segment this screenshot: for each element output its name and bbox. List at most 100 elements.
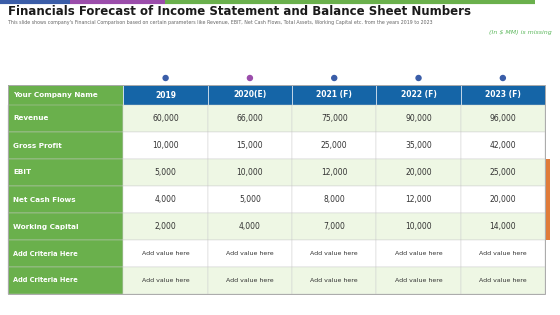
Bar <box>292 267 376 294</box>
Text: Add value here: Add value here <box>479 278 526 283</box>
Text: 66,000: 66,000 <box>236 114 263 123</box>
Bar <box>461 240 545 267</box>
Bar <box>8 85 545 294</box>
Bar <box>461 105 545 132</box>
Bar <box>292 132 376 159</box>
Text: Add value here: Add value here <box>142 278 189 283</box>
Bar <box>123 186 208 213</box>
Text: Revenue: Revenue <box>13 116 48 122</box>
Text: 90,000: 90,000 <box>405 114 432 123</box>
Bar <box>8 240 123 267</box>
Bar <box>123 85 208 105</box>
Bar <box>208 267 292 294</box>
Text: (In $ MM) is missing: (In $ MM) is missing <box>489 30 552 35</box>
Text: 2022 (F): 2022 (F) <box>400 90 436 100</box>
Bar <box>8 105 123 132</box>
Text: 2,000: 2,000 <box>155 222 176 231</box>
Bar <box>292 186 376 213</box>
Circle shape <box>332 76 337 81</box>
Text: 10,000: 10,000 <box>405 222 432 231</box>
Text: 10,000: 10,000 <box>152 141 179 150</box>
Text: 14,000: 14,000 <box>489 222 516 231</box>
Bar <box>123 105 208 132</box>
Bar <box>123 240 208 267</box>
Text: 35,000: 35,000 <box>405 141 432 150</box>
Text: Add Criteria Here: Add Criteria Here <box>13 278 78 284</box>
Bar <box>461 186 545 213</box>
Text: 2019: 2019 <box>155 90 176 100</box>
Circle shape <box>163 76 168 81</box>
Text: Net Cash Flows: Net Cash Flows <box>13 197 76 203</box>
Bar <box>8 132 123 159</box>
Text: 8,000: 8,000 <box>323 195 345 204</box>
Text: 20,000: 20,000 <box>489 195 516 204</box>
Bar <box>546 159 550 240</box>
Text: Financials Forecast of Income Statement and Balance Sheet Numbers: Financials Forecast of Income Statement … <box>8 5 471 18</box>
Bar <box>292 159 376 186</box>
Text: 42,000: 42,000 <box>489 141 516 150</box>
Circle shape <box>500 76 505 81</box>
Text: 7,000: 7,000 <box>323 222 345 231</box>
Text: Add value here: Add value here <box>310 278 358 283</box>
Bar <box>376 213 461 240</box>
Bar <box>8 267 123 294</box>
Text: 4,000: 4,000 <box>155 195 176 204</box>
Text: 5,000: 5,000 <box>239 195 261 204</box>
Text: EBIT: EBIT <box>13 169 31 175</box>
Text: Add value here: Add value here <box>226 251 274 256</box>
Bar <box>208 105 292 132</box>
Bar <box>461 85 545 105</box>
Bar <box>8 186 123 213</box>
Bar <box>208 240 292 267</box>
Text: 25,000: 25,000 <box>489 168 516 177</box>
Bar <box>461 267 545 294</box>
Circle shape <box>248 76 253 81</box>
Bar <box>376 159 461 186</box>
Text: 25,000: 25,000 <box>321 141 348 150</box>
Text: Add value here: Add value here <box>142 251 189 256</box>
Text: 2023 (F): 2023 (F) <box>485 90 521 100</box>
Bar <box>461 132 545 159</box>
Bar <box>292 105 376 132</box>
Bar <box>208 159 292 186</box>
Text: Add value here: Add value here <box>310 251 358 256</box>
Text: Gross Profit: Gross Profit <box>13 142 62 148</box>
Text: 4,000: 4,000 <box>239 222 261 231</box>
Text: Add value here: Add value here <box>226 278 274 283</box>
Text: 60,000: 60,000 <box>152 114 179 123</box>
Text: 15,000: 15,000 <box>237 141 263 150</box>
Bar <box>8 159 123 186</box>
Bar <box>208 213 292 240</box>
Text: 5,000: 5,000 <box>155 168 176 177</box>
Text: 96,000: 96,000 <box>489 114 516 123</box>
Text: 20,000: 20,000 <box>405 168 432 177</box>
Bar <box>123 267 208 294</box>
Text: This slide shows company's Financial Comparison based on certain parameters like: This slide shows company's Financial Com… <box>8 20 433 25</box>
Text: 75,000: 75,000 <box>321 114 348 123</box>
Text: 10,000: 10,000 <box>237 168 263 177</box>
Text: 2021 (F): 2021 (F) <box>316 90 352 100</box>
Bar <box>376 186 461 213</box>
Bar <box>208 85 292 105</box>
Bar <box>292 213 376 240</box>
Text: 12,000: 12,000 <box>321 168 347 177</box>
Circle shape <box>416 76 421 81</box>
Bar <box>208 186 292 213</box>
Bar <box>292 240 376 267</box>
Bar <box>123 159 208 186</box>
Bar <box>376 240 461 267</box>
Bar <box>376 267 461 294</box>
Text: Your Company Name: Your Company Name <box>13 92 98 98</box>
Text: Add value here: Add value here <box>479 251 526 256</box>
Text: Working Capital: Working Capital <box>13 224 78 230</box>
Bar <box>8 85 123 105</box>
Bar <box>123 213 208 240</box>
Text: Add Criteria Here: Add Criteria Here <box>13 250 78 256</box>
Text: Add value here: Add value here <box>395 251 442 256</box>
Text: 12,000: 12,000 <box>405 195 432 204</box>
Bar <box>292 85 376 105</box>
Bar <box>376 132 461 159</box>
Bar <box>376 85 461 105</box>
Bar <box>123 132 208 159</box>
Text: 2020(E): 2020(E) <box>234 90 267 100</box>
